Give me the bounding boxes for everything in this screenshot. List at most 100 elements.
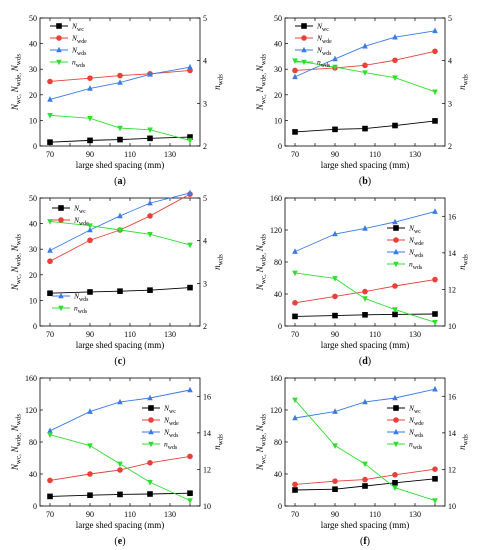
data-point-nwds [292,397,298,404]
y2-axis-label: nwds [457,254,470,270]
data-point-wde [147,213,153,219]
data-point-wc [392,480,398,486]
data-point-wc [392,122,398,129]
data-point-wc [147,287,153,293]
data-point-wds [187,189,193,196]
x-axis-label: large shed spacing (mm) [321,160,410,170]
data-point-wde [362,476,368,483]
y-axis-label: Nwc, Nwde, Nwds [10,234,23,292]
y-tick-label: 40 [29,470,37,479]
data-point-wc [332,126,338,133]
y-tick-label: 120 [270,226,282,235]
data-point-wc [292,313,298,320]
data-point-wde [392,283,398,289]
data-point-wde [292,67,298,74]
y-tick-label: 160 [25,374,37,383]
chart-panel-e: 70 90 110 130 0 40 80 120 160 10 12 14 16 large shed … [10,374,225,547]
y-tick-label: 0 [33,142,37,151]
legend-marker-nwds [393,261,399,268]
legend-marker-wds [393,428,399,435]
x-tick-label: 90 [331,510,339,519]
data-point-wds [332,55,338,62]
legend-label-wc: Nwc [71,22,84,34]
data-point-nwds [47,112,53,119]
legend-label-wds: Nwds [408,428,424,440]
legend-marker-wde [148,417,154,423]
data-point-wds [432,385,438,392]
chart-panel-c: 70 90 110 130 0 10 20 30 40 50 2 3 4 5 large shed spac… [10,189,225,367]
y2-axis-group: nwds [457,74,470,90]
data-point-wc [292,129,298,135]
legend-label-wde: Nwde [408,416,424,428]
legend-marker-wde [393,237,399,243]
data-point-wds [47,247,53,253]
x-tick-label: 90 [331,330,339,339]
data-point-wc [187,490,193,496]
plot-frame [39,197,201,327]
y2-tick-label: 5 [448,14,452,23]
y2-tick-label: 5 [203,194,207,203]
legend-label-nwds: nwds [317,58,331,70]
data-point-wc [362,125,368,132]
y2-tick-label: 4 [203,237,207,246]
data-point-nwds [362,461,368,468]
data-point-wc [362,483,368,489]
y-tick-label: 50 [274,14,282,23]
data-point-wde [187,453,193,460]
y2-tick-label: 16 [448,212,456,221]
x-tick-label: 130 [409,510,421,519]
data-point-wds [392,218,398,225]
data-point-wds [332,408,338,414]
data-point-nwds [147,127,153,134]
data-point-wc [432,476,438,482]
y-tick-label: 80 [274,438,282,447]
y-tick-label: 80 [274,258,282,267]
y2-tick-label: 12 [448,285,456,294]
x-tick-label: 110 [124,150,136,159]
data-point-wc [147,135,153,142]
data-point-nwds [392,75,398,82]
data-point-wc [332,312,338,319]
panel-label: (f) [360,536,370,547]
data-point-nwds [332,64,338,71]
chart-panel-f: 70 90 110 130 0 40 80 120 160 10 12 14 16 large shed … [255,374,470,547]
x-axis-label: large shed spacing (mm) [321,340,410,350]
y2-axis-group: nwds [212,74,225,90]
data-point-wds [87,85,93,91]
y2-axis-label: nwds [212,434,225,450]
data-point-wds [187,386,193,393]
data-point-wds [47,96,53,102]
y-axis-label: Nwc, Nwde, Nwds [255,54,268,112]
data-point-wds [147,199,153,206]
x-tick-label: 90 [86,330,94,339]
y-tick-label: 30 [29,245,37,254]
data-point-nwds [147,231,153,238]
data-point-wds [87,226,93,233]
y2-axis-group: nwds [457,434,470,450]
y2-tick-label: 2 [203,142,207,151]
data-point-wc [47,493,53,500]
y-tick-label: 50 [29,194,37,203]
legend-label-wc: Nwc [73,204,86,216]
panel-label: (e) [114,536,125,547]
data-point-nwds [187,498,193,504]
data-point-wc [87,289,93,295]
data-point-wde [292,300,298,306]
legend-marker-nwds [301,59,307,66]
data-point-wds [392,33,398,40]
x-axis-label: large shed spacing (mm) [76,520,165,530]
y-tick-label: 120 [270,406,282,415]
x-tick-label: 70 [46,330,54,339]
y-tick-label: 40 [274,470,282,479]
legend-marker-wde [58,217,64,223]
legend-label-wds: Nwds [71,46,87,58]
legend-marker-wds [58,292,64,299]
data-point-wc [47,290,53,297]
legend-marker-wc [301,23,307,29]
legend-label-wc: Nwc [163,404,176,416]
y-tick-label: 0 [278,502,282,511]
y2-tick-label: 2 [448,142,452,151]
x-tick-label: 130 [409,150,421,159]
data-point-wde [392,57,398,64]
